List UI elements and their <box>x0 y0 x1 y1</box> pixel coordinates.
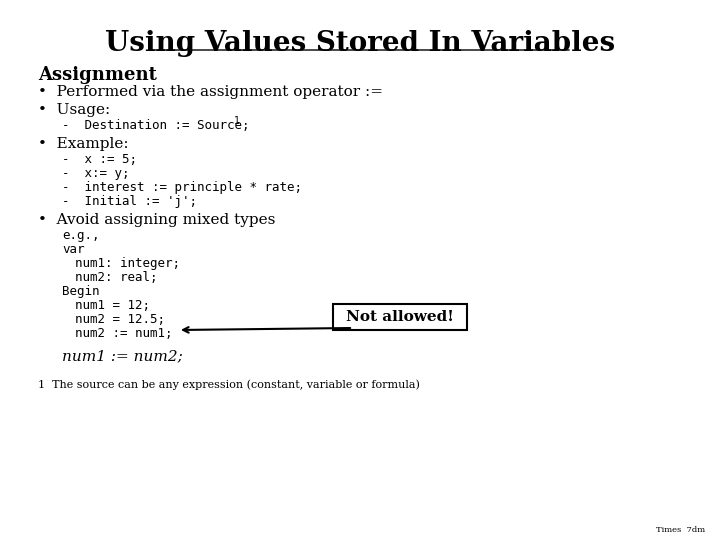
Text: -  Initial := 'j';: - Initial := 'j'; <box>62 195 197 208</box>
Text: •  Example:: • Example: <box>38 137 129 151</box>
Text: Begin: Begin <box>62 285 99 298</box>
Text: -  Destination := Source;: - Destination := Source; <box>62 119 250 132</box>
Text: num2 = 12.5;: num2 = 12.5; <box>75 313 165 326</box>
Text: Using Values Stored In Variables: Using Values Stored In Variables <box>105 30 615 57</box>
Text: 1: 1 <box>234 116 240 126</box>
Text: -  x:= y;: - x:= y; <box>62 167 130 180</box>
Text: num2 := num1;: num2 := num1; <box>75 327 173 340</box>
Text: •  Avoid assigning mixed types: • Avoid assigning mixed types <box>38 213 275 227</box>
Text: e.g.,: e.g., <box>62 229 99 242</box>
Text: num2: real;: num2: real; <box>75 271 158 284</box>
Text: num1 = 12;: num1 = 12; <box>75 299 150 312</box>
Text: •  Usage:: • Usage: <box>38 103 110 117</box>
Text: -  interest := principle * rate;: - interest := principle * rate; <box>62 181 302 194</box>
Text: Not allowed!: Not allowed! <box>346 310 454 324</box>
Text: Times  7dm: Times 7dm <box>656 526 705 534</box>
Text: Assignment: Assignment <box>38 66 157 84</box>
Text: var: var <box>62 243 84 256</box>
Text: num1 := num2;: num1 := num2; <box>62 349 183 363</box>
Text: •  Performed via the assignment operator :=: • Performed via the assignment operator … <box>38 85 383 99</box>
Text: -  x := 5;: - x := 5; <box>62 153 137 166</box>
Text: 1  The source can be any expression (constant, variable or formula): 1 The source can be any expression (cons… <box>38 379 420 389</box>
Text: num1: integer;: num1: integer; <box>75 257 180 270</box>
FancyBboxPatch shape <box>333 304 467 330</box>
